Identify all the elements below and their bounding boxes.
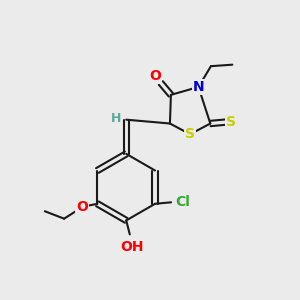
Text: O: O — [76, 200, 88, 214]
Text: OH: OH — [120, 240, 144, 254]
Text: S: S — [226, 115, 236, 129]
Text: Cl: Cl — [176, 195, 190, 209]
Text: N: N — [193, 80, 204, 94]
Text: S: S — [185, 127, 195, 141]
Text: H: H — [111, 112, 121, 125]
Text: O: O — [149, 69, 161, 83]
